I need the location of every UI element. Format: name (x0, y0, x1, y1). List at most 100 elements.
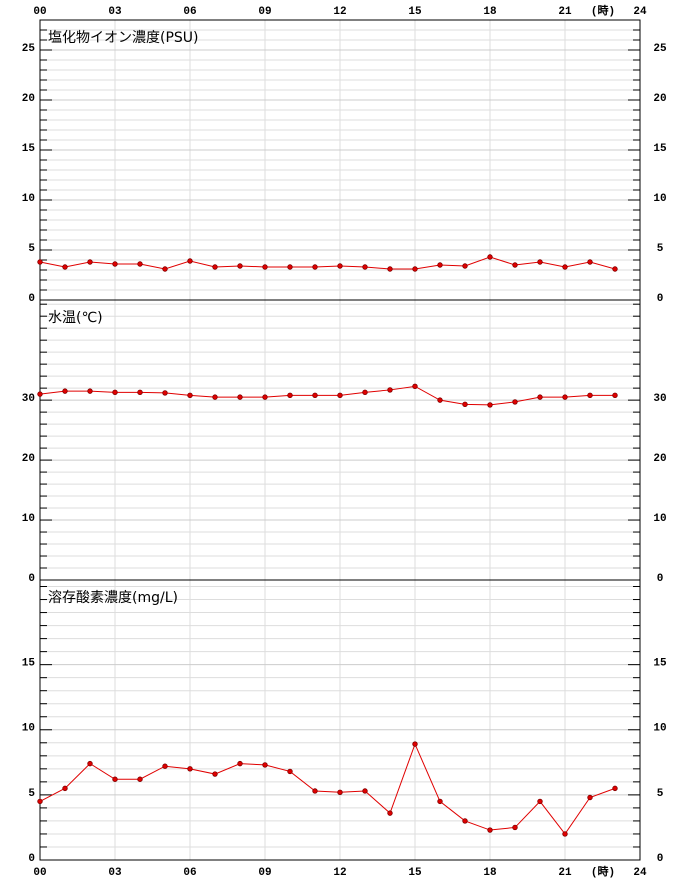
data-point (462, 401, 468, 408)
data-point (537, 798, 543, 805)
panel-title: 水温(℃) (48, 310, 103, 326)
data-point (362, 788, 368, 794)
data-point (437, 262, 443, 268)
plot-frame (39, 579, 641, 861)
data-point (387, 810, 393, 816)
data-point (462, 263, 468, 269)
y-tick-label: 0 (28, 853, 35, 865)
y-tick-label: 30 (22, 393, 35, 405)
data-point (412, 741, 418, 747)
x-tick-label: 24 (633, 867, 647, 879)
data-point (287, 264, 293, 270)
y-tick-label: 0 (28, 573, 35, 585)
y-tick-label: 10 (22, 723, 35, 735)
data-point (612, 785, 618, 792)
data-point (562, 264, 568, 270)
y-tick-label: 5 (28, 788, 35, 800)
data-point (612, 392, 618, 399)
data-point (387, 387, 393, 393)
data-point (487, 402, 493, 408)
data-point (312, 788, 318, 794)
data-point (387, 266, 393, 272)
data-point (587, 259, 593, 265)
data-point (337, 392, 343, 399)
data-point (587, 794, 593, 801)
y-tick-label-right: 5 (657, 243, 664, 255)
data-point (112, 261, 118, 267)
x-tick-label: 12 (333, 6, 346, 18)
x-tick-label: 21 (558, 6, 572, 18)
data-point (437, 798, 443, 805)
data-point (87, 388, 93, 394)
data-point (212, 264, 218, 270)
data-line (39, 385, 615, 406)
data-point (487, 827, 493, 833)
data-point (112, 776, 118, 782)
y-tick-label-right: 0 (657, 293, 664, 305)
y-tick-label-right: 15 (653, 143, 667, 155)
x-unit-label: (時) (591, 864, 615, 879)
data-point (112, 389, 118, 396)
data-line (39, 742, 616, 835)
y-tick-label-right: 25 (653, 43, 667, 55)
y-tick-label-right: 20 (653, 93, 666, 105)
data-point (37, 259, 43, 265)
y-tick-label: 20 (22, 453, 35, 465)
x-tick-label: 03 (108, 867, 122, 879)
data-point (337, 263, 343, 269)
x-tick-label: 06 (183, 867, 196, 879)
x-tick-label: 06 (183, 6, 196, 18)
x-tick-label: 03 (108, 6, 122, 18)
y-tick-label: 25 (22, 43, 36, 55)
x-tick-label: 24 (633, 6, 647, 18)
data-line (39, 256, 616, 270)
y-tick-label-right: 10 (653, 513, 666, 525)
x-unit-label: (時) (591, 3, 615, 18)
data-point (212, 394, 218, 400)
x-tick-label: 12 (333, 867, 346, 879)
data-point (287, 392, 293, 399)
data-point (237, 760, 243, 767)
x-tick-label: 15 (408, 6, 422, 18)
data-point (187, 258, 193, 264)
y-tick-label-right: 5 (657, 788, 664, 800)
data-point (362, 389, 368, 396)
y-tick-label: 10 (22, 193, 35, 205)
data-point (462, 818, 468, 824)
x-tick-label: 00 (33, 867, 46, 879)
data-point (612, 266, 618, 272)
data-point (537, 259, 543, 265)
x-tick-label: 18 (483, 6, 497, 18)
data-point (337, 789, 343, 795)
data-point (62, 264, 68, 270)
data-point (262, 762, 268, 768)
data-point (237, 394, 243, 400)
data-point (137, 261, 143, 267)
data-point (187, 392, 193, 399)
data-point (162, 763, 168, 769)
x-tick-label: 18 (483, 867, 497, 879)
x-tick-label: 15 (408, 867, 422, 879)
x-tick-label: 09 (258, 6, 271, 18)
y-tick-label-right: 10 (653, 723, 666, 735)
data-point (187, 766, 193, 772)
data-point (587, 392, 593, 399)
data-point (62, 388, 68, 394)
data-point (162, 266, 168, 272)
data-point (362, 264, 368, 270)
y-tick-label-right: 10 (653, 193, 666, 205)
data-point (512, 399, 518, 405)
data-point (262, 264, 268, 270)
x-tick-label: 09 (258, 867, 271, 879)
x-tick-label: 21 (558, 867, 572, 879)
data-point (487, 254, 493, 260)
y-tick-label: 5 (28, 243, 35, 255)
y-tick-label: 15 (22, 658, 36, 670)
data-point (162, 390, 168, 396)
data-point (62, 785, 68, 792)
panel-title: 塩化物イオン濃度(PSU) (48, 30, 199, 46)
data-point (87, 259, 93, 265)
data-point (37, 391, 43, 397)
